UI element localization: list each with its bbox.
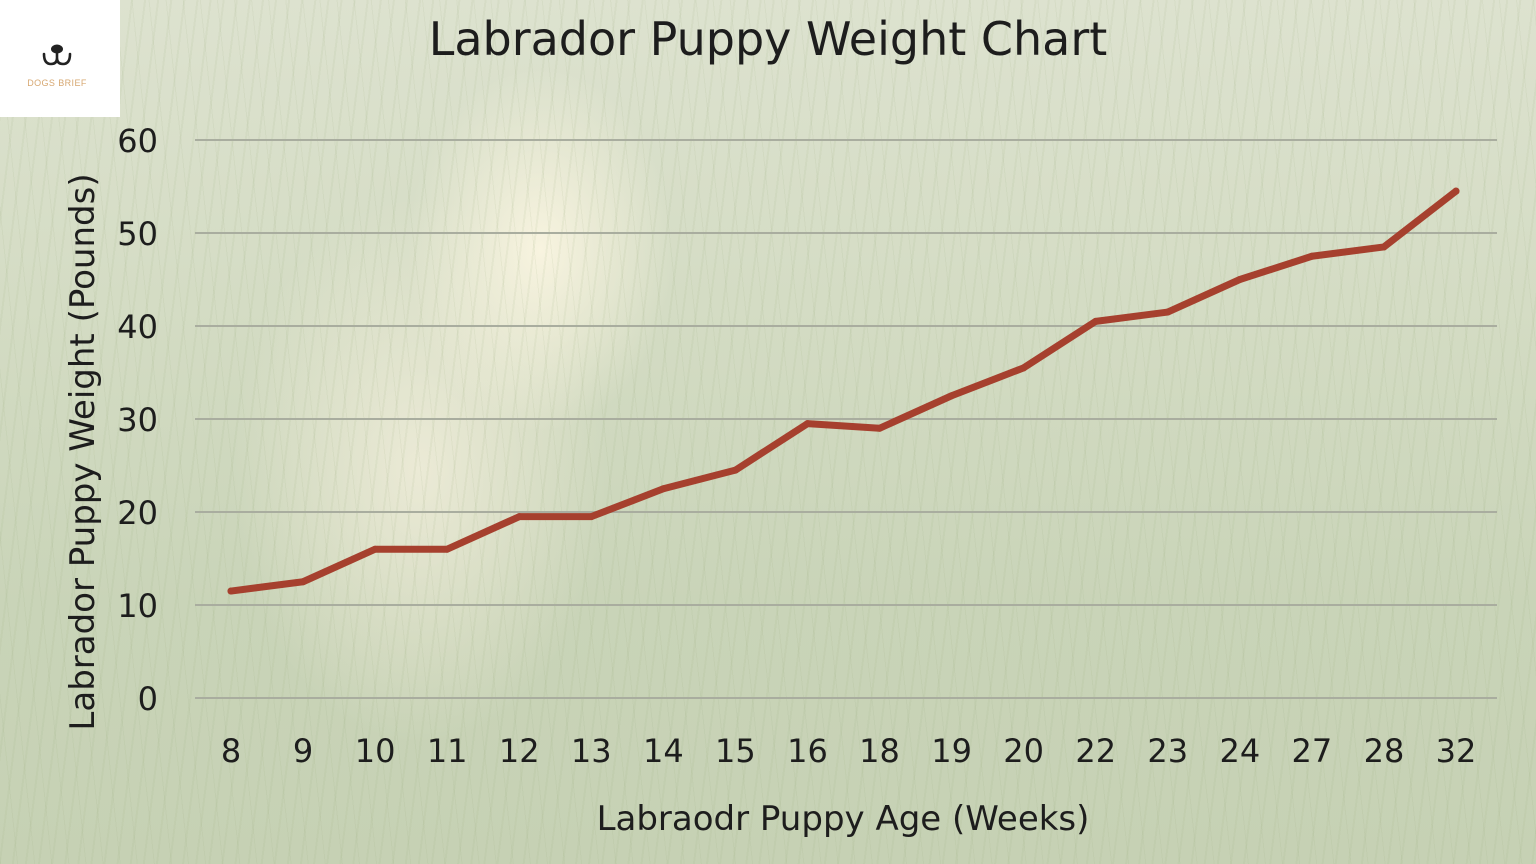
x-tick-label: 32 — [1436, 732, 1477, 770]
x-tick-label: 11 — [427, 732, 468, 770]
data-point — [1380, 243, 1388, 251]
x-tick-label: 12 — [499, 732, 540, 770]
data-point — [371, 545, 379, 553]
data-point — [1308, 252, 1316, 260]
x-tick-label: 13 — [571, 732, 612, 770]
x-tick-label: 10 — [355, 732, 396, 770]
x-tick-label: 9 — [293, 732, 313, 770]
logo: DOGS BRIEF — [0, 0, 120, 117]
data-point — [587, 513, 595, 521]
x-tick-label: 23 — [1147, 732, 1188, 770]
y-tick-label: 0 — [138, 680, 158, 718]
y-tick-label: 50 — [117, 215, 158, 253]
x-tick-label: 14 — [643, 732, 684, 770]
data-point — [515, 513, 523, 521]
data-point — [443, 545, 451, 553]
data-point — [227, 587, 235, 595]
data-point — [299, 578, 307, 586]
x-tick-label: 24 — [1219, 732, 1260, 770]
data-point — [1020, 364, 1028, 372]
x-tick-label: 18 — [859, 732, 900, 770]
y-axis-label: Labrador Puppy Weight (Pounds) — [63, 173, 103, 730]
data-point — [948, 392, 956, 400]
x-tick-label: 20 — [1003, 732, 1044, 770]
y-tick-label: 10 — [117, 587, 158, 625]
x-tick-label: 16 — [787, 732, 828, 770]
chart-title: Labrador Puppy Weight Chart — [428, 12, 1108, 66]
y-tick-label: 30 — [117, 401, 158, 439]
data-point — [731, 466, 739, 474]
data-point — [803, 420, 811, 428]
data-point — [1236, 276, 1244, 283]
x-tick-label: 8 — [221, 732, 241, 770]
x-tick-label: 19 — [931, 732, 972, 770]
x-tick-label: 22 — [1075, 732, 1116, 770]
x-axis-label: Labraodr Puppy Age (Weeks) — [597, 799, 1090, 839]
x-tick-label: 27 — [1292, 732, 1333, 770]
series-line — [227, 187, 1460, 595]
dog-face-icon — [42, 44, 72, 66]
data-point — [1452, 187, 1460, 195]
y-tick-label: 40 — [117, 308, 158, 346]
x-tick-label: 28 — [1364, 732, 1405, 770]
data-point — [1092, 317, 1100, 325]
data-point — [876, 424, 884, 432]
y-tick-label: 20 — [117, 494, 158, 532]
y-tick-label: 60 — [117, 122, 158, 160]
logo-text: DOGS BRIEF — [27, 78, 87, 88]
data-point — [659, 485, 667, 493]
data-point — [1164, 308, 1172, 316]
x-tick-label: 15 — [715, 732, 756, 770]
